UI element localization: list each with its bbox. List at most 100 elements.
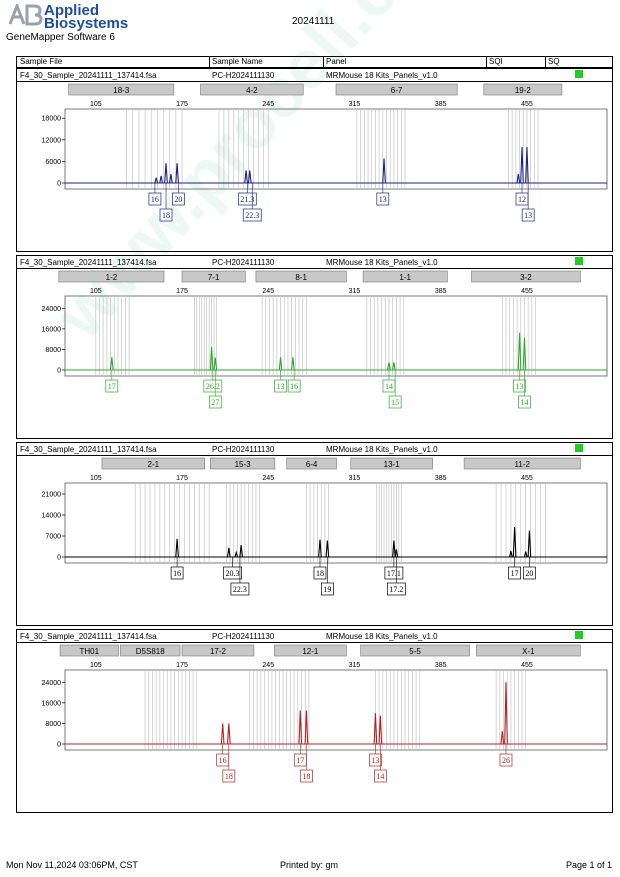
page-number: Page 1 of 1 <box>566 860 613 870</box>
allele-box[interactable] <box>369 753 382 767</box>
x-tick-label: 245 <box>262 662 274 669</box>
allele-box[interactable] <box>242 208 262 222</box>
marker-box[interactable] <box>471 270 581 283</box>
allele-box[interactable] <box>521 208 535 222</box>
marker-box[interactable] <box>68 83 175 96</box>
allele-label: 14 <box>385 382 393 391</box>
allele-box[interactable] <box>376 192 390 206</box>
marker-box[interactable] <box>335 83 458 96</box>
marker-label: 11-2 <box>515 460 531 469</box>
allele-box[interactable] <box>230 582 250 596</box>
allele-box[interactable] <box>373 769 387 783</box>
marker-box[interactable] <box>360 644 470 657</box>
allele-box[interactable] <box>148 192 162 206</box>
peak <box>318 539 322 558</box>
marker-label: 6-7 <box>391 86 403 95</box>
electropherogram-plot: 1-2 7-1 8-1 1-1 3-2 105 175 245 315 385 455 0 8000 16… <box>42 270 608 409</box>
marker-label: 2-1 <box>148 460 160 469</box>
marker-box[interactable] <box>58 270 165 283</box>
peak <box>516 173 521 184</box>
allele-box[interactable] <box>321 582 334 596</box>
panel-sample-file: F4_30_Sample_20241111_137414.fsa <box>20 258 157 267</box>
allele-box[interactable] <box>523 566 536 580</box>
panel-sample-name: PC-H2024111130 <box>212 258 275 267</box>
marker-box[interactable] <box>200 83 304 96</box>
marker-box[interactable] <box>483 83 563 96</box>
marker-box[interactable] <box>286 457 337 470</box>
software-name: GeneMapper Software 6 <box>6 32 115 43</box>
peak <box>382 158 386 184</box>
electropherogram-plot: 18-3 4-2 6-7 19-2 105 175 245 315 385 455 0 6000 120… <box>42 83 608 222</box>
peak <box>378 715 383 745</box>
marker-box[interactable] <box>181 270 246 283</box>
peak <box>500 731 505 745</box>
allele-box[interactable] <box>208 395 222 409</box>
allele-label: 20 <box>174 195 182 204</box>
allele-box[interactable] <box>287 379 301 393</box>
allele-label: 13 <box>277 382 285 391</box>
allele-box[interactable] <box>171 192 185 206</box>
allele-box[interactable] <box>223 566 242 580</box>
marker-box[interactable] <box>476 644 581 657</box>
y-tick-label: 12000 <box>42 137 62 144</box>
y-tick-label: 16000 <box>42 700 62 707</box>
y-tick-label: 0 <box>57 742 61 749</box>
marker-label: 1-1 <box>399 273 411 282</box>
peak <box>175 538 179 558</box>
allele-label: 20 <box>525 569 533 578</box>
allele-box[interactable] <box>499 753 513 767</box>
y-tick-label: 24000 <box>42 306 62 313</box>
allele-box[interactable] <box>105 379 119 393</box>
allele-box[interactable] <box>518 395 531 409</box>
peak <box>392 362 396 371</box>
y-tick-label: 6000 <box>45 159 61 166</box>
panel-name: MRMouse 18 Kits_Panels_v1.0 <box>326 632 438 641</box>
allele-box[interactable] <box>170 566 184 580</box>
allele-box[interactable] <box>387 582 406 596</box>
allele-box[interactable] <box>388 395 402 409</box>
peak <box>523 551 528 558</box>
peak <box>304 710 309 745</box>
allele-box[interactable] <box>274 379 287 393</box>
allele-label: 18 <box>162 211 170 220</box>
allele-box[interactable] <box>159 208 173 222</box>
marker-box[interactable] <box>463 457 581 470</box>
peak <box>517 332 522 371</box>
y-tick-label: 24000 <box>42 680 62 687</box>
peak <box>154 177 158 184</box>
allele-box[interactable] <box>222 769 236 783</box>
allele-box[interactable] <box>384 566 404 580</box>
marker-box[interactable] <box>181 644 255 657</box>
allele-box[interactable] <box>513 379 526 393</box>
marker-box[interactable] <box>101 457 205 470</box>
allele-box[interactable] <box>237 192 257 206</box>
allele-label: 13 <box>516 382 524 391</box>
allele-box[interactable] <box>508 566 521 580</box>
marker-box[interactable] <box>350 457 433 470</box>
allele-label: 16 <box>290 382 298 391</box>
allele-label: 19 <box>323 585 331 594</box>
allele-label: 22.3 <box>233 585 247 594</box>
allele-label: 16 <box>173 569 181 578</box>
allele-box[interactable] <box>313 566 327 580</box>
marker-box[interactable] <box>362 270 448 283</box>
peak <box>164 163 168 184</box>
y-tick-label: 0 <box>57 181 61 188</box>
y-tick-label: 21000 <box>42 492 62 499</box>
peak <box>220 723 225 745</box>
marker-box[interactable] <box>210 457 276 470</box>
peak <box>520 146 524 184</box>
allele-box[interactable] <box>203 379 223 393</box>
marker-box[interactable] <box>255 270 347 283</box>
marker-box[interactable] <box>120 644 181 657</box>
y-tick-label: 8000 <box>45 721 61 728</box>
marker-box[interactable] <box>59 644 119 657</box>
allele-label: 12 <box>518 195 526 204</box>
allele-box[interactable] <box>300 769 313 783</box>
peak <box>387 362 391 371</box>
electropherogram-panel: F4_30_Sample_20241111_137414.fsa PC-H2024… <box>16 255 613 439</box>
peak <box>392 540 396 558</box>
peak <box>504 682 508 745</box>
marker-box[interactable] <box>274 644 347 657</box>
panel-sample-name: PC-H2024111130 <box>212 445 275 454</box>
